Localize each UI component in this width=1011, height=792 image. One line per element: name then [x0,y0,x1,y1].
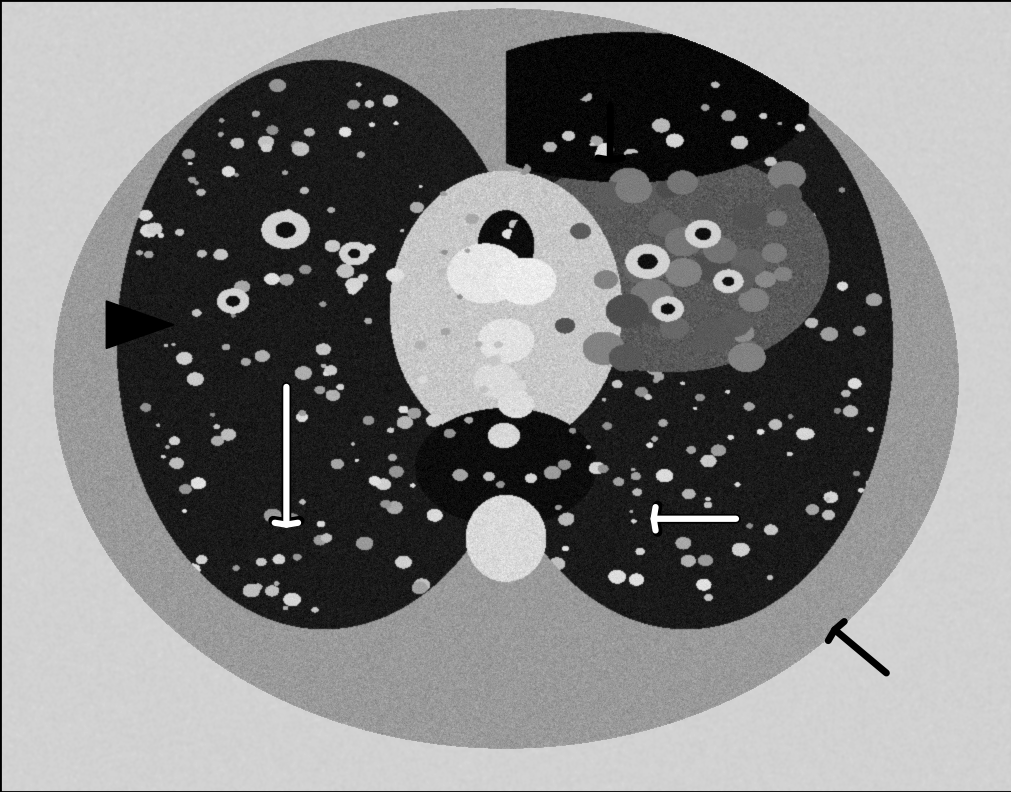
Polygon shape [106,301,174,348]
